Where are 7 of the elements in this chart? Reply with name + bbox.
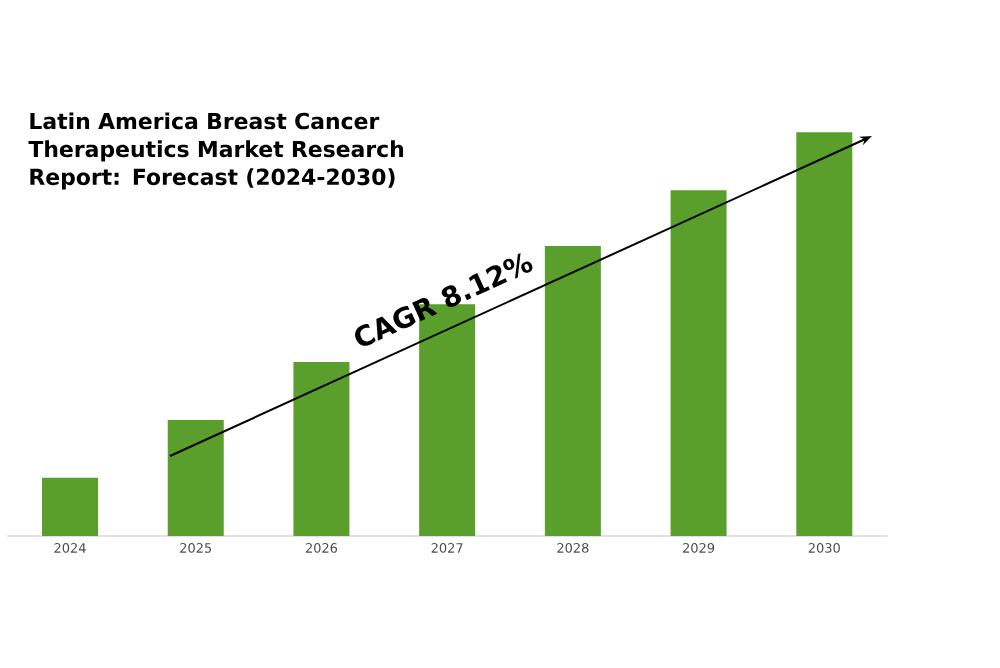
bar (167, 420, 224, 536)
bar (42, 477, 99, 536)
bar (293, 361, 350, 536)
bar (796, 132, 853, 536)
bar (544, 246, 601, 536)
chart-title: Latin America Breast Cancer Therapeutics Market Research Report: Forecast (2024-2030) (28, 112, 404, 190)
bar (670, 190, 727, 536)
